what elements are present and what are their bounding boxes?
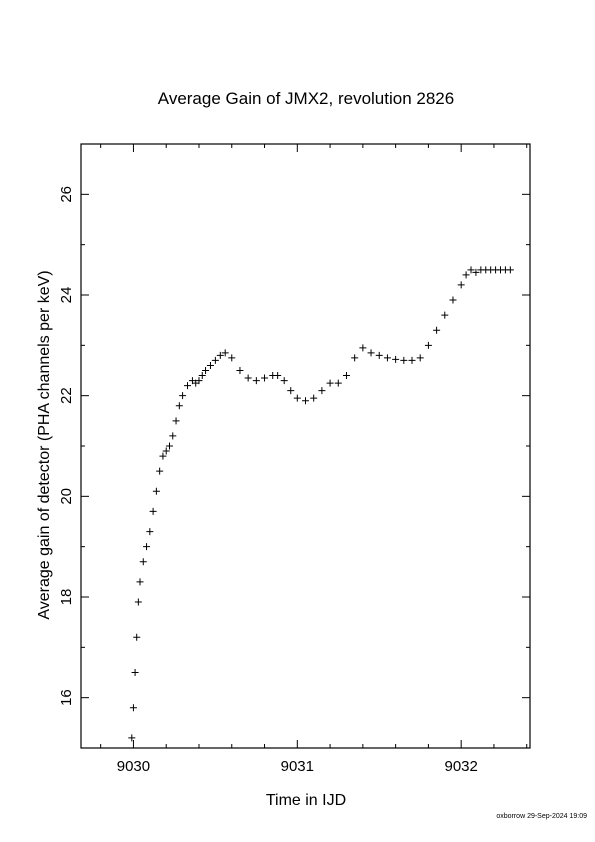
data-point xyxy=(261,374,269,382)
data-point xyxy=(131,669,139,676)
data-point xyxy=(280,377,288,385)
data-point xyxy=(216,351,224,359)
data-point xyxy=(175,402,183,410)
data-point xyxy=(506,266,514,274)
data-point xyxy=(202,367,210,374)
data-point xyxy=(408,356,416,364)
data-point xyxy=(467,266,475,274)
footer-stamp: oxborrow 29-Sep-2024 19:09 xyxy=(496,813,587,820)
x-tick-label: 9031 xyxy=(281,758,314,775)
data-point xyxy=(400,356,408,364)
data-point xyxy=(310,394,318,402)
data-point xyxy=(449,296,457,304)
y-tick-label: 26 xyxy=(58,186,75,203)
data-point xyxy=(136,578,144,586)
data-point xyxy=(416,354,424,362)
y-tick-label: 22 xyxy=(58,387,75,404)
data-point xyxy=(287,387,295,395)
data-point xyxy=(441,311,449,319)
data-point xyxy=(318,387,326,395)
y-tick-labels: 16 18 20 22 24 26 xyxy=(58,186,75,706)
data-point xyxy=(302,397,309,405)
data-point xyxy=(134,598,142,606)
data-point xyxy=(152,487,160,495)
data-point xyxy=(457,281,465,289)
data-point xyxy=(383,354,391,362)
x-tick-label: 9030 xyxy=(117,758,150,775)
data-point xyxy=(228,354,236,362)
axis-ticks xyxy=(81,143,530,749)
data-point xyxy=(236,367,244,374)
data-point xyxy=(424,341,432,349)
data-point xyxy=(375,351,383,359)
y-tick-label: 20 xyxy=(58,488,75,505)
data-point xyxy=(149,507,157,515)
data-point xyxy=(342,372,350,380)
data-point xyxy=(129,704,137,712)
data-point xyxy=(159,452,167,460)
x-axis-label: Time in IJD xyxy=(266,792,346,809)
data-point xyxy=(334,379,342,387)
data-point xyxy=(472,268,480,276)
data-point xyxy=(252,377,260,385)
data-point xyxy=(367,349,375,357)
data-point xyxy=(133,633,141,641)
data-point xyxy=(198,372,206,380)
data-point xyxy=(462,271,470,279)
data-point xyxy=(195,377,203,385)
data-point xyxy=(244,374,252,382)
data-point xyxy=(139,558,147,566)
x-tick-label: 9032 xyxy=(444,758,477,775)
data-point xyxy=(172,417,180,425)
data-point xyxy=(184,382,192,390)
chart-title: Average Gain of JMX2, revolution 2826 xyxy=(158,89,454,108)
data-point xyxy=(359,344,367,352)
x-tick-labels: 9030 9031 9032 xyxy=(117,758,478,775)
y-tick-label: 24 xyxy=(58,287,75,304)
y-tick-label: 16 xyxy=(58,689,75,706)
data-point xyxy=(206,361,214,369)
data-point xyxy=(221,349,229,357)
data-point xyxy=(351,354,359,362)
y-axis-label: Average gain of detector (PHA channels p… xyxy=(36,270,53,619)
data-point xyxy=(211,356,219,364)
data-point xyxy=(165,442,173,450)
data-point xyxy=(293,394,301,402)
data-point xyxy=(274,372,282,380)
y-tick-label: 18 xyxy=(58,589,75,606)
data-point xyxy=(169,432,177,440)
plot-frame xyxy=(80,143,531,749)
data-point xyxy=(143,543,151,551)
data-point xyxy=(326,379,334,387)
data-point xyxy=(179,392,187,400)
data-point xyxy=(162,447,170,455)
data-point xyxy=(392,355,400,363)
data-point xyxy=(433,326,441,334)
data-point xyxy=(146,528,154,536)
data-points xyxy=(128,266,514,742)
data-point xyxy=(156,467,164,475)
data-point xyxy=(128,734,136,742)
